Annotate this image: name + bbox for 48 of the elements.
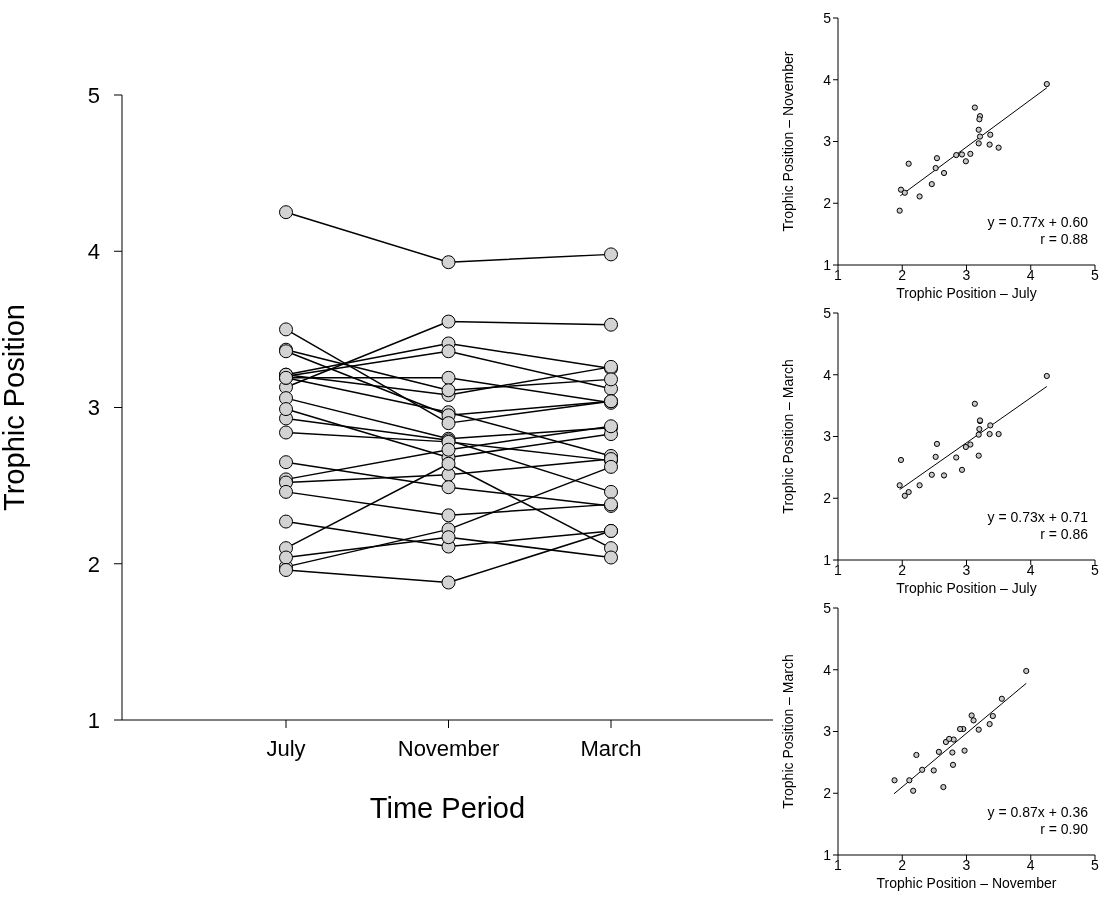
y-tick-label: 5 <box>823 9 832 26</box>
y-tick-label: 4 <box>87 239 100 265</box>
x-tick-label: 4 <box>1026 266 1035 283</box>
y-tick-label: 3 <box>823 723 832 740</box>
x-axis-title: Trophic Position – November <box>876 875 1057 891</box>
x-axis-title: Time Period <box>369 792 526 824</box>
x-tick-label: 2 <box>898 856 907 873</box>
y-axis-title: Trophic Position – November <box>779 51 796 232</box>
y-tick-label: 2 <box>823 490 832 507</box>
annotation: y = 0.73x + 0.71 <box>987 509 1088 526</box>
x-tick-label: 1 <box>834 266 843 283</box>
y-tick-label: 3 <box>823 133 832 150</box>
y-tick-label: 4 <box>823 661 832 678</box>
y-tick-label: 4 <box>823 71 832 88</box>
y-tick-label: 4 <box>823 366 832 383</box>
y-tick-label: 1 <box>87 707 100 733</box>
y-axis-title: Trophic Position – March <box>779 359 796 514</box>
annotation: r = 0.86 <box>1039 526 1088 543</box>
y-axis-title: Trophic Position <box>0 304 31 511</box>
x-tick-label: March <box>580 735 642 761</box>
annotation: y = 0.87x + 0.36 <box>987 804 1088 821</box>
x-axis-title: Trophic Position – July <box>896 580 1037 596</box>
annotation: r = 0.88 <box>1039 231 1088 248</box>
x-axis-title: Trophic Position – July <box>896 285 1037 301</box>
x-tick-label: 5 <box>1091 561 1100 578</box>
y-tick-label: 3 <box>87 395 100 421</box>
x-tick-label: July <box>266 735 306 761</box>
x-tick-label: 3 <box>962 561 971 578</box>
y-tick-label: 5 <box>823 599 832 616</box>
y-tick-label: 5 <box>823 304 832 321</box>
annotation: r = 0.90 <box>1039 821 1088 838</box>
x-tick-label: 4 <box>1026 561 1035 578</box>
x-tick-label: 5 <box>1091 856 1100 873</box>
x-tick-label: 2 <box>898 561 907 578</box>
x-tick-label: November <box>397 735 500 761</box>
y-tick-label: 3 <box>823 428 832 445</box>
y-tick-label: 2 <box>823 785 832 802</box>
x-tick-label: 3 <box>962 266 971 283</box>
y-axis-title: Trophic Position – March <box>779 654 796 809</box>
annotation: y = 0.77x + 0.60 <box>987 214 1088 231</box>
x-tick-label: 5 <box>1091 266 1100 283</box>
y-tick-label: 2 <box>823 195 832 212</box>
x-tick-label: 1 <box>834 856 843 873</box>
x-tick-label: 2 <box>898 266 907 283</box>
y-tick-label: 5 <box>87 82 100 108</box>
x-tick-label: 1 <box>834 561 843 578</box>
x-tick-label: 4 <box>1026 856 1035 873</box>
x-tick-label: 3 <box>962 856 971 873</box>
